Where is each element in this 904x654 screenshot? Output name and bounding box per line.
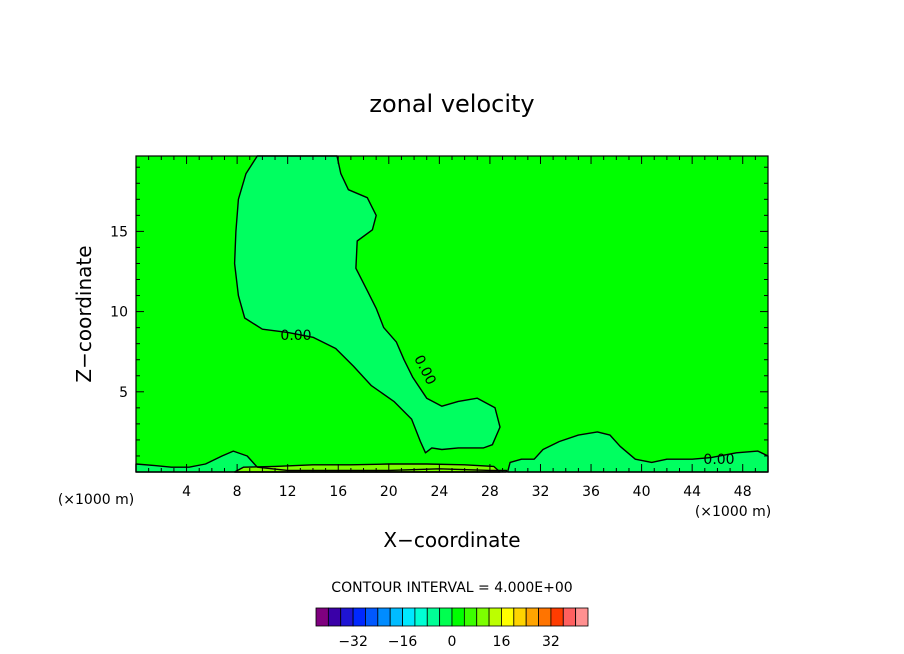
colorbar-swatch xyxy=(575,607,589,627)
colorbar-swatch xyxy=(550,607,564,627)
colorbar-swatch xyxy=(365,607,379,627)
colorbar-swatch xyxy=(426,607,441,627)
x-tick-label: 12 xyxy=(279,484,297,500)
colorbar-swatch xyxy=(562,607,577,627)
colorbar-tick-label: 16 xyxy=(493,634,511,650)
contour-interval-text: CONTOUR INTERVAL = 4.000E+00 xyxy=(331,580,572,596)
chart-title: zonal velocity xyxy=(369,90,534,118)
x-tick-label: 36 xyxy=(582,484,600,500)
contour-region xyxy=(507,431,768,472)
colorbar-swatch xyxy=(439,607,453,627)
x-tick-label: 32 xyxy=(532,484,550,500)
colorbar-swatch xyxy=(414,607,428,627)
colorbar-swatch xyxy=(451,607,465,627)
plot-area: 0.00 0.00 0.00 4 8 12 16 20 24 28 32 36 40 44 48 51… xyxy=(110,155,769,500)
x-tick-label: 44 xyxy=(683,484,701,500)
x-tick-label: 4 xyxy=(182,484,191,500)
x-tick-label: 8 xyxy=(233,484,242,500)
x-tick-label: 24 xyxy=(430,484,448,500)
contour-label: 0.00 xyxy=(703,452,734,468)
colorbar-swatch xyxy=(488,607,502,627)
x-tick-label: 28 xyxy=(481,484,499,500)
contour-label: 0.00 xyxy=(280,328,311,344)
colorbar-swatch xyxy=(476,607,490,627)
x-tick-label: 40 xyxy=(633,484,651,500)
colorbar-tick-label: 0 xyxy=(448,634,457,650)
colorbar-swatch xyxy=(389,607,403,627)
colorbar-swatch xyxy=(525,607,539,627)
x-axis-ticks: 4 8 12 16 20 24 28 32 36 40 44 48 xyxy=(148,156,756,500)
colorbar-swatch xyxy=(352,607,366,627)
colorbar-tick-label: −32 xyxy=(338,634,368,650)
x-unit-label-right: (×1000 m) xyxy=(695,504,771,520)
colorbar-swatch xyxy=(538,607,552,627)
colorbar-swatch xyxy=(463,607,478,627)
x-tick-label: 48 xyxy=(734,484,752,500)
y-tick-label: 15 xyxy=(110,224,128,240)
colorbar-swatch xyxy=(402,607,416,627)
colorbar-swatch xyxy=(340,607,354,627)
contour-fills xyxy=(136,156,768,472)
colorbar-labels: −32 −16 0 16 32 xyxy=(338,634,560,650)
colorbar-tick-label: 32 xyxy=(542,634,560,650)
colorbar-swatch xyxy=(513,607,527,627)
colorbar-swatch xyxy=(315,607,329,627)
x-axis-label: X−coordinate xyxy=(383,528,520,552)
x-tick-label: 20 xyxy=(380,484,398,500)
contour-line xyxy=(506,431,769,473)
y-tick-label: 5 xyxy=(119,385,128,401)
colorbar-swatch xyxy=(377,607,391,627)
contour-line xyxy=(233,155,501,454)
y-axis-ticks: 5 10 15 xyxy=(110,166,768,457)
colorbar-swatch xyxy=(501,607,515,627)
colorbar-swatch xyxy=(327,607,342,627)
colorbar xyxy=(315,607,589,627)
contour-region xyxy=(136,451,507,472)
x-unit-label-left: (×1000 m) xyxy=(58,492,134,508)
x-tick-label: 16 xyxy=(329,484,347,500)
contour-region xyxy=(234,156,500,453)
y-axis-label: Z−coordinate xyxy=(72,245,96,382)
y-tick-label: 10 xyxy=(110,305,128,321)
colorbar-tick-label: −16 xyxy=(388,634,418,650)
